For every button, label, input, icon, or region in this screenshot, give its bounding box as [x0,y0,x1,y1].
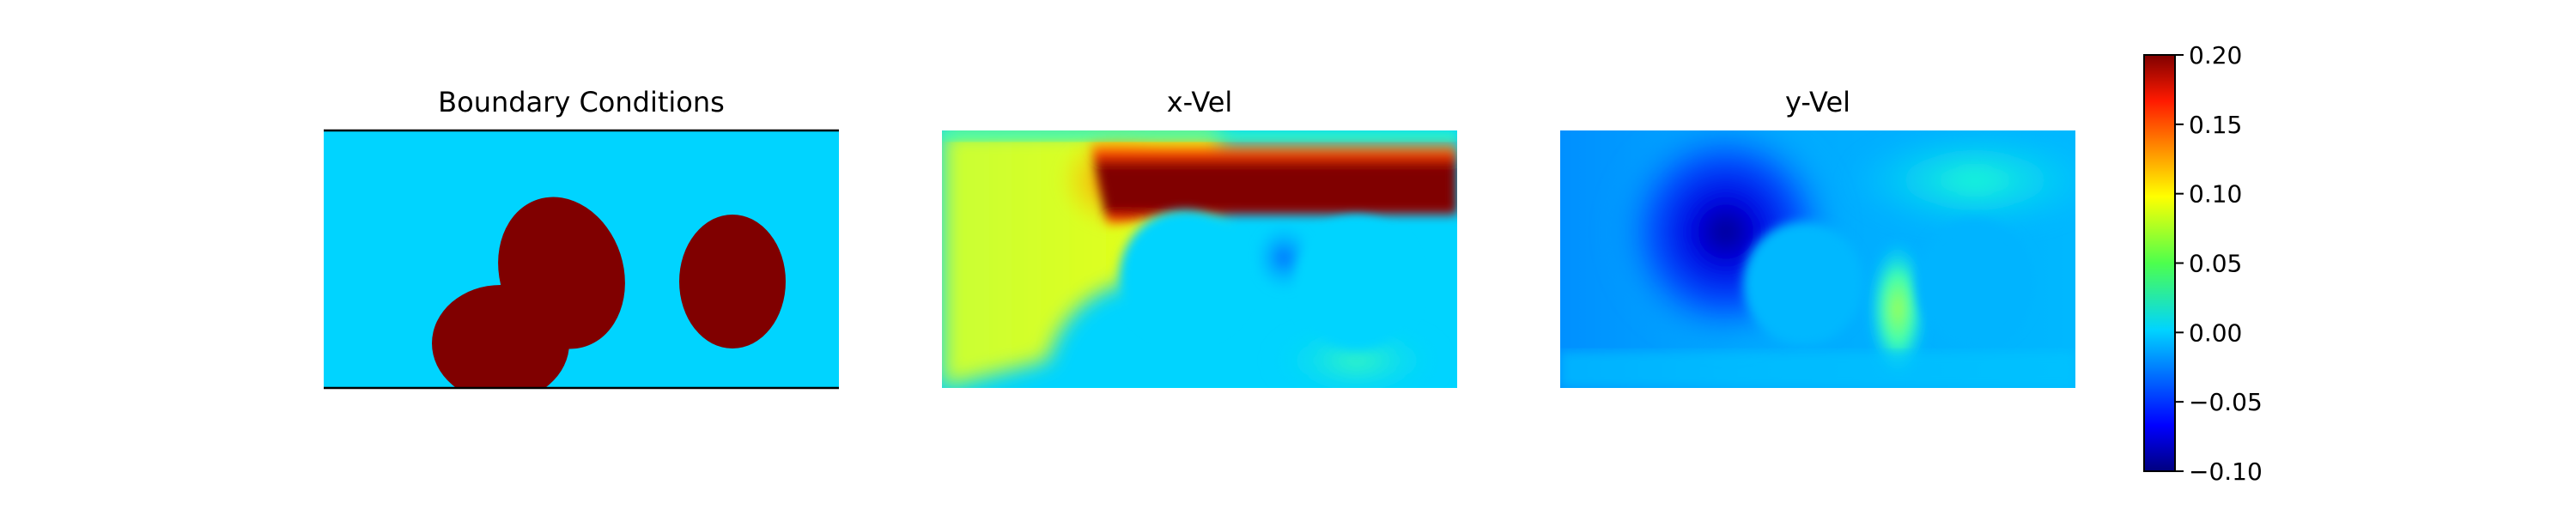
x-vel-panel [942,130,1457,388]
colorbar-tick-label: 0.05 [2189,250,2242,278]
x-vel-title: x-Vel [1166,86,1233,118]
colorbar-ticks: 0.20 0.15 0.10 0.05 0.00 −0.05 −0.10 [2175,41,2263,486]
xvel-jet-band [1091,135,1457,227]
colorbar-tick-label: 0.20 [2189,41,2242,70]
xvel-cylinder-2 [1297,216,1417,350]
xvel-top-edge [942,130,1457,141]
colorbar-tick-label: 0.15 [2189,111,2242,139]
colorbar-tick-label: 0.00 [2189,318,2242,347]
colorbar: 0.20 0.15 0.10 0.05 0.00 −0.05 −0.10 [2143,41,2263,486]
yvel-cylinder-1 [1743,221,1863,345]
yvel-cylinder-2 [1917,219,2033,348]
yvel-top-right-teal [1846,130,2075,232]
colorbar-gradient [2144,55,2175,471]
yvel-green-streak [1868,240,1928,378]
y-vel-title: y-Vel [1784,86,1851,118]
xvel-cylinder-1 [1121,210,1249,339]
y-vel-panel [1560,130,2075,388]
colorbar-tick-label: 0.10 [2189,180,2242,209]
colorbar-tick-label: −0.10 [2189,457,2263,486]
bc-obstacle-2 [432,285,569,388]
bc-obstacle-3 [679,215,786,348]
yvel-bottom-band [1560,352,2075,388]
boundary-conditions-title: Boundary Conditions [438,86,725,118]
boundary-conditions-panel [324,130,839,388]
colorbar-tick-label: −0.05 [2189,388,2263,416]
xvel-wake-green [1271,326,1443,388]
